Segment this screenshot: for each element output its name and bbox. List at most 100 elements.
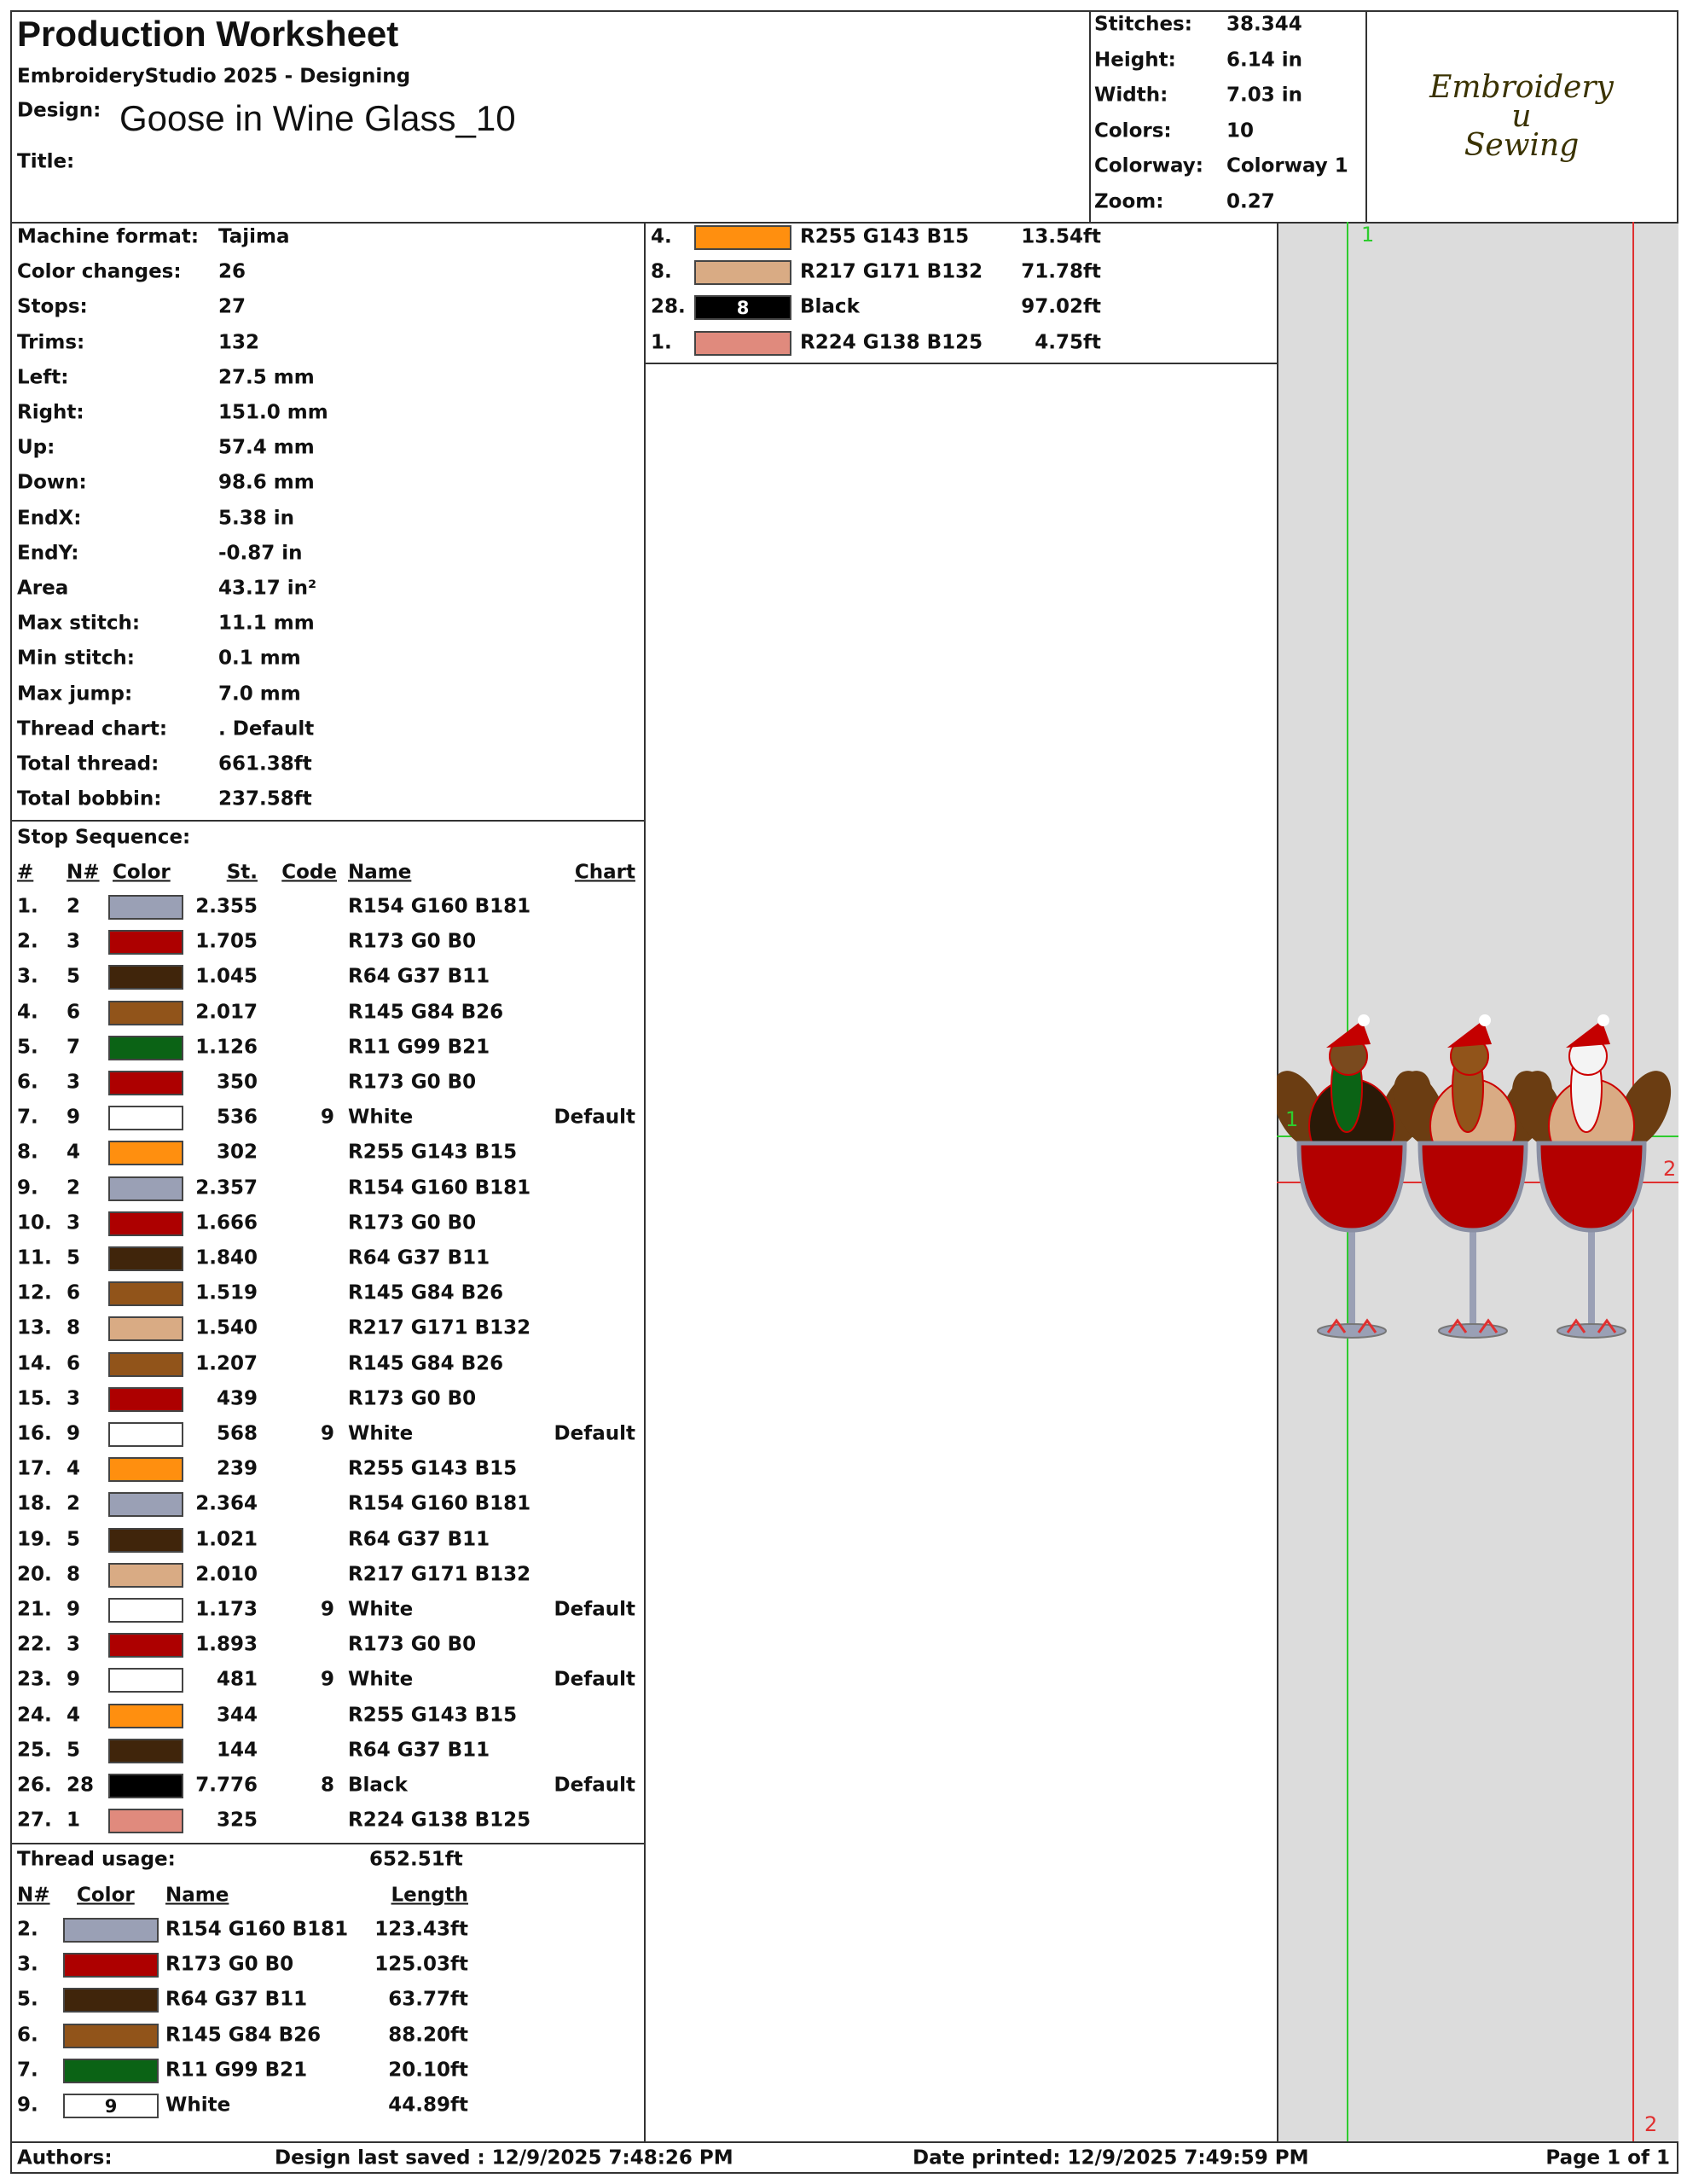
summary-label: Stitches: bbox=[1094, 13, 1192, 36]
row-number: 27. bbox=[17, 1809, 52, 1832]
column-header: Code bbox=[281, 861, 337, 884]
machine-value: 0.1 mm bbox=[218, 647, 301, 670]
machine-value: Tajima bbox=[218, 225, 290, 248]
row-number: 1. bbox=[17, 895, 38, 918]
row-number: 15. bbox=[17, 1387, 52, 1410]
row-number: 20. bbox=[17, 1563, 52, 1586]
thread-name: R217 G171 B132 bbox=[348, 1563, 531, 1586]
thread-name: R224 G138 B125 bbox=[800, 331, 983, 354]
color-swatch bbox=[108, 1703, 183, 1728]
stitch-count: 325 bbox=[216, 1809, 258, 1832]
color-swatch: 9 bbox=[63, 2094, 159, 2118]
stitch-count: 2.357 bbox=[195, 1176, 258, 1199]
swatch-label: 9 bbox=[104, 2095, 118, 2117]
stitch-count: 1.519 bbox=[195, 1281, 258, 1304]
code: 9 bbox=[320, 1668, 334, 1691]
needle: 9 bbox=[67, 1668, 81, 1691]
stitch-count: 1.705 bbox=[195, 930, 258, 953]
machine-label: Left: bbox=[17, 366, 69, 389]
row-number: 19. bbox=[17, 1528, 52, 1551]
column-header: Name bbox=[348, 861, 412, 884]
color-swatch bbox=[108, 1316, 183, 1342]
needle: 7 bbox=[67, 1036, 81, 1059]
needle: 8. bbox=[651, 260, 672, 283]
row-number: 13. bbox=[17, 1316, 52, 1339]
row-number: 23. bbox=[17, 1668, 52, 1691]
thread-name: R255 G143 B15 bbox=[348, 1141, 518, 1164]
row-number: 6. bbox=[17, 1071, 38, 1094]
color-swatch bbox=[108, 965, 183, 990]
page-number: Page 1 of 1 bbox=[1545, 2146, 1670, 2169]
stitch-count: 350 bbox=[216, 1071, 258, 1094]
color-swatch bbox=[694, 330, 791, 356]
design-name: Goose in Wine Glass_10 bbox=[119, 98, 516, 138]
color-swatch bbox=[694, 225, 791, 250]
needle: 8 bbox=[67, 1316, 81, 1339]
summary-label: Colorway: bbox=[1094, 154, 1203, 177]
thread-length: 97.02ft bbox=[1021, 295, 1101, 318]
thread-name: White bbox=[348, 1106, 414, 1129]
logo-text: u bbox=[1511, 99, 1532, 134]
needle: 28 bbox=[67, 1774, 95, 1797]
color-swatch bbox=[108, 1000, 183, 1025]
thread-name: R11 G99 B21 bbox=[348, 1036, 490, 1059]
machine-label: Area bbox=[17, 577, 69, 600]
needle: 28. bbox=[651, 295, 686, 318]
thread-name: R154 G160 B181 bbox=[348, 895, 531, 918]
color-swatch bbox=[108, 1527, 183, 1553]
machine-value: 151.0 mm bbox=[218, 401, 328, 424]
row-number: 21. bbox=[17, 1598, 52, 1621]
color-swatch bbox=[108, 1071, 183, 1095]
software-name: EmbroideryStudio 2025 - Designing bbox=[17, 65, 411, 88]
guide-label: 1 bbox=[1361, 223, 1375, 247]
glass-stem bbox=[1588, 1228, 1595, 1327]
rule bbox=[10, 2141, 1678, 2143]
color-swatch bbox=[108, 1492, 183, 1518]
stitch-count: 1.840 bbox=[195, 1246, 258, 1269]
stitch-count: 1.893 bbox=[195, 1633, 258, 1656]
needle: 6 bbox=[67, 1281, 81, 1304]
chart: Default bbox=[554, 1422, 635, 1445]
stitch-count: 1.207 bbox=[195, 1352, 258, 1375]
needle: 4 bbox=[67, 1457, 81, 1480]
column-header: # bbox=[17, 861, 34, 884]
needle: 3 bbox=[67, 1387, 81, 1410]
section-title: Thread usage: bbox=[17, 1848, 176, 1871]
summary-value: 0.27 bbox=[1226, 190, 1275, 213]
glass-base bbox=[1438, 1323, 1508, 1339]
stitch-count: 1.666 bbox=[195, 1211, 258, 1234]
needle: 9 bbox=[67, 1106, 81, 1129]
color-swatch bbox=[108, 1176, 183, 1201]
santa-hat bbox=[1326, 1020, 1371, 1048]
column-header: Length bbox=[391, 1884, 468, 1907]
goose-feet bbox=[1447, 1318, 1499, 1333]
needle: 8 bbox=[67, 1563, 81, 1586]
thread-name: R145 G84 B26 bbox=[348, 1281, 504, 1304]
needle: 5. bbox=[17, 1988, 38, 2011]
thread-name: R64 G37 B11 bbox=[348, 965, 490, 988]
glass-stem bbox=[1470, 1228, 1476, 1327]
goose-feet bbox=[1326, 1318, 1377, 1333]
column-header: Color bbox=[113, 861, 171, 884]
code: 9 bbox=[320, 1422, 334, 1445]
row-number: 25. bbox=[17, 1739, 52, 1762]
row-number: 18. bbox=[17, 1492, 52, 1515]
color-swatch bbox=[108, 1281, 183, 1307]
logo-text: Embroidery bbox=[1429, 70, 1614, 105]
color-swatch bbox=[63, 2023, 159, 2048]
row-number: 24. bbox=[17, 1704, 52, 1727]
thread-name: R255 G143 B15 bbox=[800, 225, 970, 248]
thread-name: R64 G37 B11 bbox=[348, 1528, 490, 1551]
thread-length: 4.75ft bbox=[1035, 331, 1101, 354]
thread-name: R173 G0 B0 bbox=[348, 930, 477, 953]
thread-length: 63.77ft bbox=[388, 1988, 468, 2011]
machine-value: 5.38 in bbox=[218, 507, 295, 530]
code: 9 bbox=[320, 1106, 334, 1129]
thread-name: R173 G0 B0 bbox=[348, 1071, 477, 1094]
color-swatch bbox=[63, 1988, 159, 2013]
summary-label: Height: bbox=[1094, 49, 1176, 72]
needle: 3. bbox=[17, 1953, 38, 1976]
color-swatch bbox=[108, 1598, 183, 1623]
santa-hat bbox=[1447, 1020, 1492, 1048]
